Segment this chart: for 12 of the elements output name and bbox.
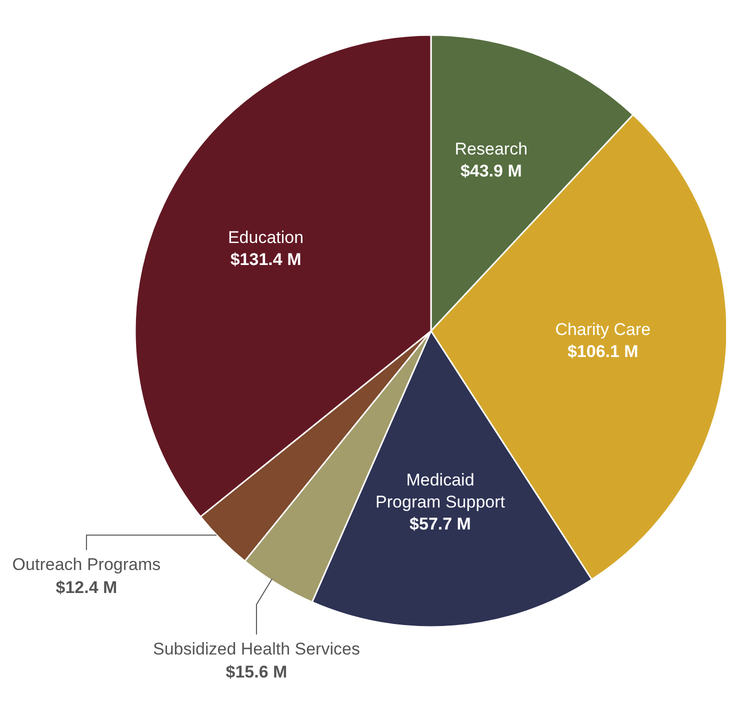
slice-label: Research [454,139,528,158]
slice-label: Charity Care [555,320,651,340]
data-label: $131.4 M [230,250,302,269]
data-label: $12.4 M [56,578,118,598]
slice-label: Subsidized Health Services [153,639,360,658]
slice-label: Outreach Programs [12,555,161,574]
data-label: $106.1 M [567,342,638,362]
data-label: $43.9 M [460,161,522,180]
slice-label: Education [228,228,304,247]
data-label: $15.6 M [226,662,288,682]
slice-label: Medicaid Program Support [376,470,506,512]
data-label: $57.7 M [410,514,471,534]
